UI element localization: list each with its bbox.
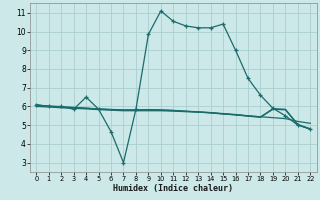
X-axis label: Humidex (Indice chaleur): Humidex (Indice chaleur)	[113, 184, 233, 193]
